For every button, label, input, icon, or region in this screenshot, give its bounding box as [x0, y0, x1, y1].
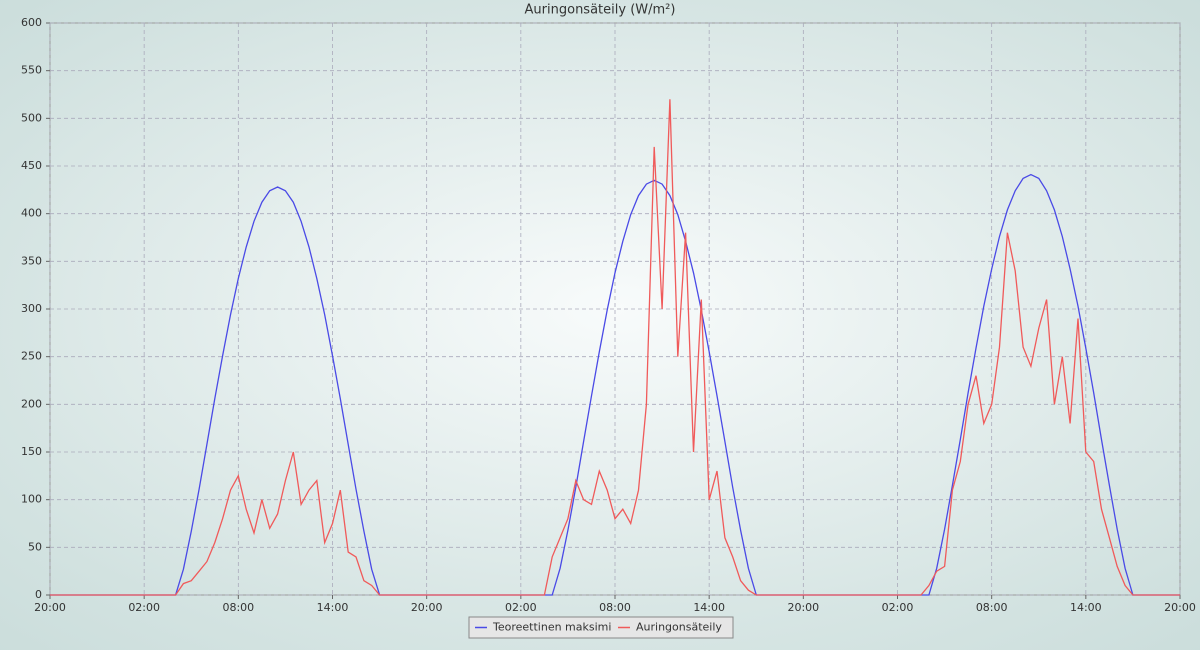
x-tick-label: 20:00 — [34, 601, 66, 614]
y-tick-label: 600 — [21, 16, 42, 29]
x-tick-label: 08:00 — [599, 601, 631, 614]
y-tick-label: 300 — [21, 302, 42, 315]
y-tick-label: 400 — [21, 207, 42, 220]
x-tick-label: 20:00 — [411, 601, 443, 614]
x-tick-label: 02:00 — [882, 601, 914, 614]
x-tick-label: 02:00 — [128, 601, 160, 614]
x-tick-label: 14:00 — [693, 601, 725, 614]
y-tick-label: 550 — [21, 64, 42, 77]
x-tick-label: 08:00 — [976, 601, 1008, 614]
y-tick-label: 250 — [21, 350, 42, 363]
x-tick-label: 14:00 — [1070, 601, 1102, 614]
y-tick-label: 0 — [35, 588, 42, 601]
y-tick-label: 100 — [21, 493, 42, 506]
legend: Teoreettinen maksimi Auringonsäteily — [468, 616, 734, 639]
y-tick-label: 150 — [21, 445, 42, 458]
legend-label: Auringonsäteily — [636, 621, 722, 634]
series-line — [50, 173, 1180, 596]
y-tick-label: 450 — [21, 159, 42, 172]
x-tick-label: 02:00 — [505, 601, 537, 614]
x-tick-label: 20:00 — [787, 601, 819, 614]
chart-title: Auringonsäteily (W/m²) — [525, 3, 676, 18]
y-tick-label: 500 — [21, 111, 42, 124]
x-tick-label: 20:00 — [1164, 601, 1196, 614]
legend-label: Teoreettinen maksimi — [492, 621, 611, 634]
y-tick-label: 50 — [28, 540, 42, 553]
y-tick-label: 350 — [21, 254, 42, 267]
x-tick-label: 08:00 — [222, 601, 254, 614]
y-tick-label: 200 — [21, 397, 42, 410]
legend-box — [468, 616, 734, 639]
x-tick-label: 14:00 — [317, 601, 349, 614]
series-line — [50, 99, 1180, 596]
